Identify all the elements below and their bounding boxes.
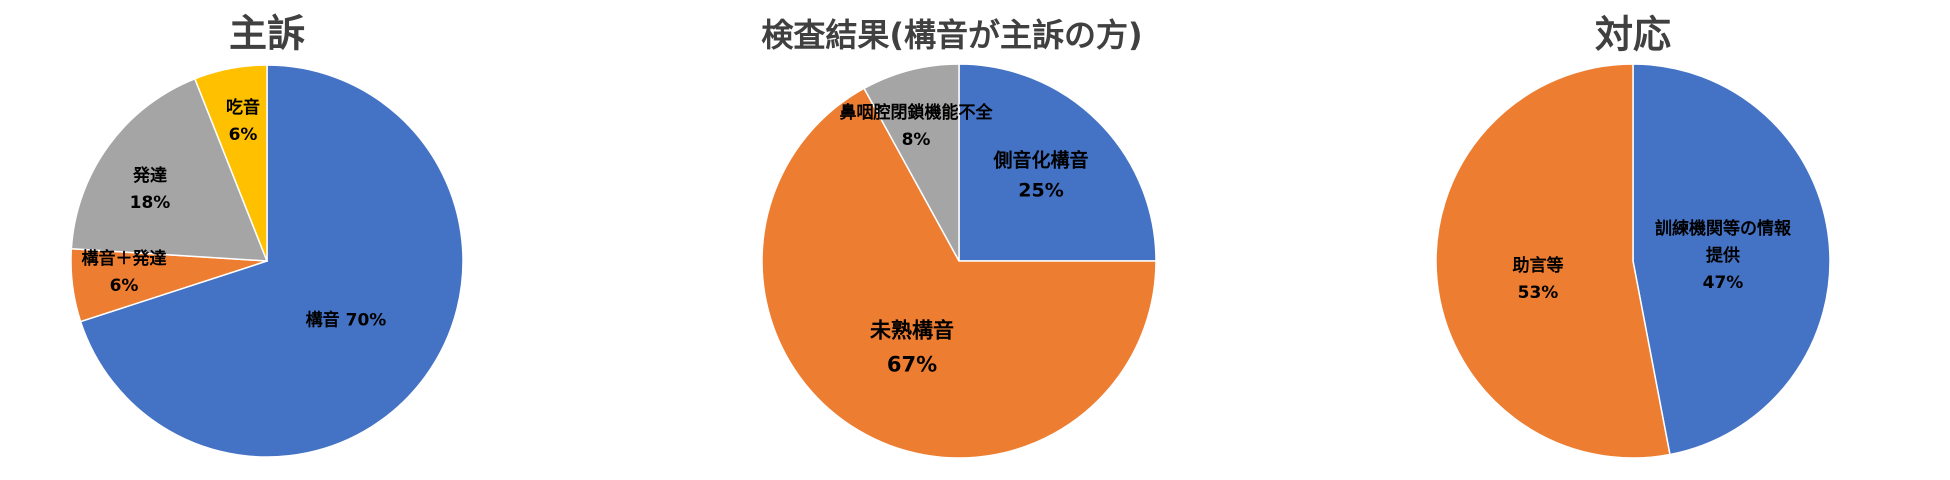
data-label: 訓練機関等の情報提供 47%: [1653, 216, 1793, 298]
category-label: 吃音: [226, 97, 260, 118]
pie-slice: [1435, 63, 1671, 459]
pie-slice: [863, 63, 960, 262]
pie-slice: [193, 64, 268, 262]
value-label: 8%: [901, 130, 931, 150]
pie-slice: [70, 77, 269, 262]
value-label: 47%: [1702, 273, 1744, 294]
value-label: 67%: [886, 352, 938, 376]
data-label: 構音＋発達 6%: [82, 246, 167, 300]
value-label: 53%: [1517, 283, 1559, 303]
chart-title: 検査結果(構音が主訴の方): [761, 16, 1142, 54]
data-label: 発達 18%: [130, 163, 171, 217]
data-label: 鼻咽腔閉鎖機能不全 8%: [840, 100, 993, 154]
category-label: 側音化構音: [993, 149, 1089, 172]
chart-title: 対応: [1595, 13, 1671, 57]
data-label: 助言等 53%: [1513, 253, 1564, 307]
category-label: 構音: [305, 310, 340, 331]
value-label: 6%: [228, 125, 258, 145]
value-label: 70%: [345, 310, 387, 331]
data-label: 吃音 6%: [226, 95, 260, 149]
pie-slice: [958, 63, 1157, 262]
category-label: 鼻咽腔閉鎖機能不全: [839, 102, 993, 123]
category-label: 助言等: [1512, 255, 1564, 276]
category-label: 未熟構音: [870, 318, 954, 343]
category-label: 訓練機関等の情報提供: [1655, 219, 1791, 267]
value-label: 25%: [1018, 180, 1064, 202]
pie-slice: [1632, 63, 1831, 456]
pie-slice: [79, 64, 464, 458]
category-label: 発達: [132, 165, 167, 186]
data-label: 未熟構音 67%: [870, 314, 954, 381]
pie-slice: [761, 87, 1157, 459]
category-label: 構音＋発達: [81, 248, 167, 269]
value-label: 6%: [109, 276, 139, 296]
chart-title: 主訴: [229, 12, 305, 56]
data-label: 構音 70%: [303, 307, 390, 334]
data-label: 側音化構音 25%: [993, 146, 1088, 207]
value-label: 18%: [129, 193, 171, 213]
